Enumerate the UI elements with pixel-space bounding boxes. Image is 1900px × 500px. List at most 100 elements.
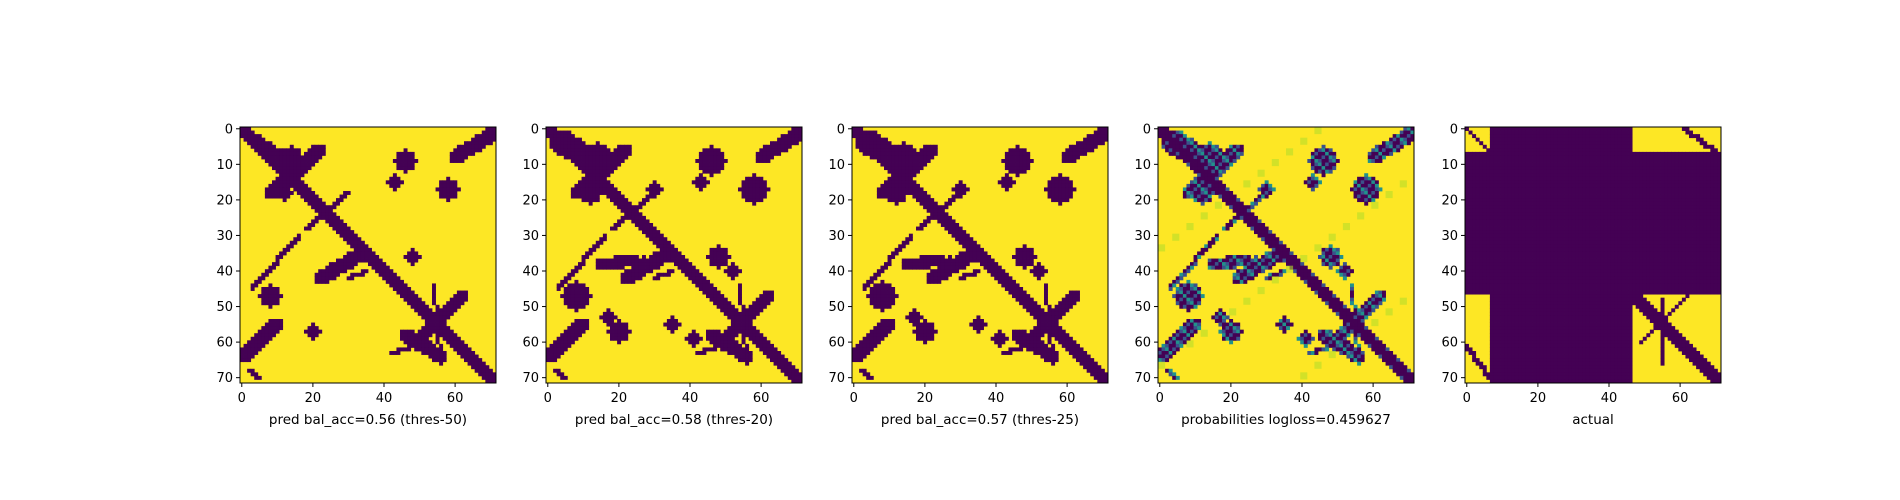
heatmap-cell [592, 148, 597, 153]
heatmap-cell [1022, 258, 1027, 263]
heatmap-cell [1211, 159, 1216, 163]
heatmap-cell [1350, 343, 1354, 348]
heatmap-cell [1001, 279, 1006, 284]
heatmap-cell [1051, 176, 1056, 181]
heatmap-cell [933, 215, 938, 220]
heatmap-cell [464, 343, 468, 348]
heatmap-cell [1190, 297, 1194, 302]
heatmap-cell [1165, 137, 1170, 142]
heatmap-cell [293, 148, 298, 153]
heatmap-cell [464, 144, 468, 149]
heatmap-cell [1179, 297, 1184, 302]
heatmap-cell [549, 134, 554, 139]
heatmap-cell [1325, 290, 1330, 295]
heatmap-cell [1325, 166, 1330, 171]
heatmap-cell [1507, 130, 1512, 135]
heatmap-cell [264, 333, 269, 338]
heatmap-cell [1054, 198, 1059, 203]
heatmap-cell [1047, 187, 1052, 192]
heatmap-cell [969, 322, 974, 327]
heatmap-cell [1186, 297, 1191, 302]
heatmap-cell [869, 290, 874, 295]
heatmap-cell [293, 162, 298, 167]
heatmap-cell [449, 183, 454, 188]
heatmap-cell [791, 372, 796, 377]
heatmap-cell [1225, 322, 1230, 327]
heatmap-cell [1385, 361, 1390, 366]
heatmap-cell [1204, 176, 1209, 181]
heatmap-cell [546, 354, 550, 359]
heatmap-cell [1310, 187, 1315, 192]
heatmap-cell [659, 251, 664, 256]
heatmap-cell [400, 279, 404, 284]
heatmap-cell [1300, 276, 1305, 281]
heatmap-cell [272, 144, 276, 149]
heatmap-cell [876, 187, 881, 192]
heatmap-cell [741, 308, 746, 313]
heatmap-cell [1367, 159, 1372, 163]
heatmap-cell [289, 183, 294, 188]
heatmap-cell [852, 354, 856, 359]
heatmap-cell [691, 343, 696, 348]
heatmap-cell [610, 187, 614, 192]
heatmap-cell [1158, 134, 1162, 139]
heatmap-cell [453, 191, 458, 195]
heatmap-cell [1282, 322, 1287, 327]
heatmap-cell [286, 244, 291, 249]
heatmap-cell [1254, 262, 1258, 267]
heatmap-cell [1257, 198, 1262, 203]
heatmap-cell [1036, 340, 1041, 345]
heatmap-cell [944, 219, 949, 224]
heatmap-cell [762, 155, 767, 160]
heatmap-cell [730, 276, 735, 281]
heatmap-cell [453, 347, 458, 352]
heatmap-cell [912, 180, 917, 185]
heatmap-cell [1382, 343, 1386, 348]
heatmap-cell [1403, 375, 1408, 380]
heatmap-cell [1029, 255, 1034, 259]
heatmap-cell [606, 311, 611, 316]
heatmap-cell [1396, 368, 1401, 373]
heatmap-cell [880, 290, 885, 295]
heatmap-cell [1296, 258, 1301, 263]
heatmap-cell [592, 162, 597, 167]
heatmap-cell [930, 151, 935, 156]
heatmap-cell [1182, 336, 1187, 341]
heatmap-cell [1004, 173, 1009, 178]
heatmap-cell [1568, 127, 1573, 131]
heatmap-cell [1582, 134, 1587, 139]
heatmap-cell [296, 151, 301, 156]
heatmap-cell [250, 141, 255, 146]
heatmap-cell [1357, 333, 1362, 338]
heatmap-cell [581, 176, 586, 181]
heatmap-cell [1378, 187, 1383, 192]
heatmap-cell [1047, 308, 1052, 313]
heatmap-cell [759, 155, 764, 160]
heatmap-cell [923, 201, 928, 206]
heatmap-cell [1190, 301, 1194, 306]
heatmap-cell [449, 304, 454, 309]
heatmap-cell [1310, 336, 1315, 341]
heatmap-cell [1571, 127, 1576, 131]
heatmap-cell [585, 255, 590, 259]
heatmap-cell [1614, 130, 1619, 135]
heatmap-cell [1197, 322, 1202, 327]
heatmap-cell [962, 251, 967, 256]
heatmap-cell [1193, 304, 1198, 309]
heatmap-cell [268, 269, 273, 274]
heatmap-cell [1061, 187, 1066, 192]
heatmap-cell [339, 269, 344, 274]
heatmap-cell [730, 308, 735, 313]
heatmap-cell [1097, 137, 1102, 142]
heatmap-cell [862, 372, 867, 377]
y-tick-label: 30 [1134, 229, 1151, 244]
heatmap-cell [873, 155, 878, 160]
heatmap-cell [560, 336, 565, 341]
heatmap-cell [560, 144, 565, 149]
heatmap-cell [666, 319, 671, 323]
heatmap-cell [1097, 130, 1102, 135]
heatmap-cell [759, 183, 764, 188]
heatmap-cell [688, 262, 693, 267]
heatmap-cell [762, 187, 767, 192]
heatmap-cell [332, 212, 337, 217]
